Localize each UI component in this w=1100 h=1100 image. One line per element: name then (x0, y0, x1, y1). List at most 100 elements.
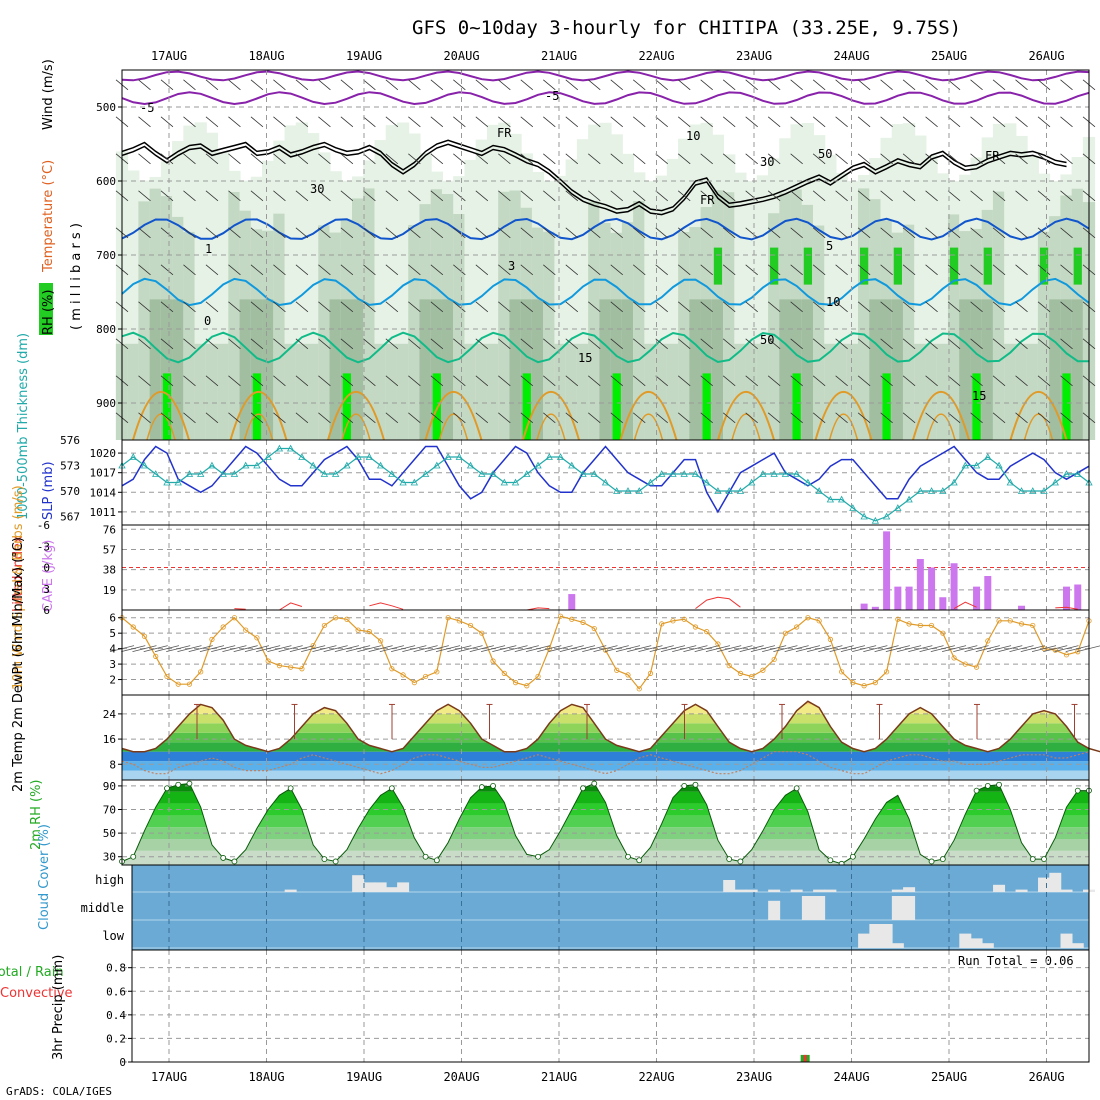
upper-wind-barb (970, 116, 983, 128)
upper-wind-barb (520, 338, 534, 350)
upper-wind-barb (498, 79, 511, 91)
surface-wind-barb (852, 645, 877, 653)
upper-wind-barb (857, 412, 871, 424)
surface-wind-barb (582, 645, 607, 653)
upper-wind-barb (183, 338, 196, 350)
contour-label: 5 (826, 239, 833, 253)
thickness-marker (725, 487, 733, 494)
convective-bar (803, 1054, 807, 1062)
surface-wind-barb (570, 645, 596, 653)
surface-wind-barb (919, 645, 944, 653)
upper-wind-barb (318, 227, 331, 239)
bottom-time-label: 17AUG (151, 1070, 187, 1084)
upper-wind-barb (565, 190, 579, 202)
thickness-marker (140, 461, 149, 469)
top-time-label: 23AUG (736, 49, 772, 63)
rh-shade-mid (846, 343, 859, 440)
top-time-label: 17AUG (151, 49, 187, 63)
rh-shade-mid (745, 343, 758, 440)
upper-wind-barb (228, 264, 241, 276)
surface-wind-barb (604, 645, 629, 653)
thickness-marker (748, 478, 756, 486)
thickness-marker (1017, 487, 1026, 494)
bottom-time-label: 24AUG (833, 1070, 869, 1084)
upper-wind-barb (1015, 301, 1028, 313)
upper-wind-barb (947, 412, 961, 424)
rh2m-marker (580, 785, 586, 792)
upper-wind-barb (745, 116, 758, 128)
rh-shade-mid (385, 343, 398, 440)
upper-wind-barb (812, 301, 826, 313)
top-time-label: 20AUG (443, 49, 479, 63)
rh-temp-wind-ylabel: RH (%) Temperature (°C) Wind (m/s) ( m i… (39, 59, 84, 335)
top-time-label: 21AUG (541, 49, 577, 63)
temperature-label: Temperature (°C) (41, 160, 56, 273)
rh2m-tick-label: 70 (103, 804, 116, 817)
upper-wind-barb (1060, 301, 1073, 313)
thickness-marker (703, 478, 711, 486)
upper-wind-barb (857, 375, 871, 387)
contour-label: 10 (826, 295, 840, 309)
surface-wind-barb (301, 645, 326, 653)
surface-wind-barb (739, 645, 764, 653)
thickness-marker (680, 470, 688, 477)
upper-wind-barb (970, 338, 983, 350)
cape-ylabels: Lifted Index CAPE (J/kg) (11, 535, 56, 612)
upper-wind-barb (655, 190, 668, 202)
upper-wind-barb (947, 227, 961, 239)
thickness-marker (320, 470, 329, 477)
thickness-marker (376, 461, 385, 469)
upper-wind-barb (228, 301, 241, 313)
upper-wind-barb (363, 153, 376, 165)
upper-wind-barb (273, 190, 286, 202)
upper-wind-barb (1060, 190, 1073, 202)
cloud-box (397, 882, 410, 892)
cape-tick-label: 76 (103, 523, 116, 536)
wind-speed-marker (614, 667, 620, 673)
rh-shade-mid (543, 231, 556, 440)
li-line (279, 602, 303, 611)
upper-wind-barb (250, 227, 264, 239)
upper-wind-barb (745, 338, 758, 350)
upper-wind-barb (273, 153, 286, 165)
upper-wind-barb (1037, 264, 1051, 276)
upper-wind-barb (790, 116, 803, 128)
cape-tick-label: 38 (103, 564, 116, 577)
cape-bar (1018, 605, 1026, 610)
upper-wind-barb (925, 79, 938, 91)
wind-speed-marker (479, 630, 485, 636)
surface-wind-barb (964, 645, 989, 653)
upper-wind-barb (632, 79, 646, 91)
upper-wind-barb (610, 153, 624, 165)
upper-wind-barb (1060, 227, 1073, 239)
wind-speed-marker (467, 622, 474, 629)
surface-wind-barb (615, 645, 641, 653)
contour-label: 10 (686, 129, 700, 143)
upper-wind-barb (1037, 412, 1051, 424)
precip-ylabels: Total / Rain Convective 3hr Precip (mm) (0, 955, 73, 1060)
rh-shade-dark (352, 299, 365, 440)
surface-wind-barb (469, 645, 494, 653)
thickness-marker (691, 470, 700, 477)
upper-wind-barb (857, 153, 871, 165)
rh-shade-green (1073, 247, 1082, 285)
wind-speed-marker (872, 680, 878, 686)
rh-shade-green (713, 247, 723, 285)
upper-wind-barb (430, 190, 444, 202)
upper-wind-barb (677, 190, 691, 202)
upper-wind-barb (408, 375, 421, 387)
thickness-marker (185, 470, 194, 477)
upper-wind-barb (700, 338, 713, 350)
upper-wind-barb (587, 190, 601, 202)
upper-wind-barb (565, 79, 579, 91)
upper-wind-barb (228, 412, 241, 424)
upper-wind-barb (745, 412, 758, 424)
upper-wind-barb (385, 153, 399, 165)
upper-wind-barb (385, 301, 399, 313)
rh-shade-mid (1026, 343, 1039, 440)
upper-wind-barb (408, 190, 421, 202)
upper-wind-barb (183, 153, 196, 165)
upper-wind-barb (363, 375, 376, 387)
thickness-marker (174, 478, 182, 486)
upper-wind-barb (453, 412, 466, 424)
